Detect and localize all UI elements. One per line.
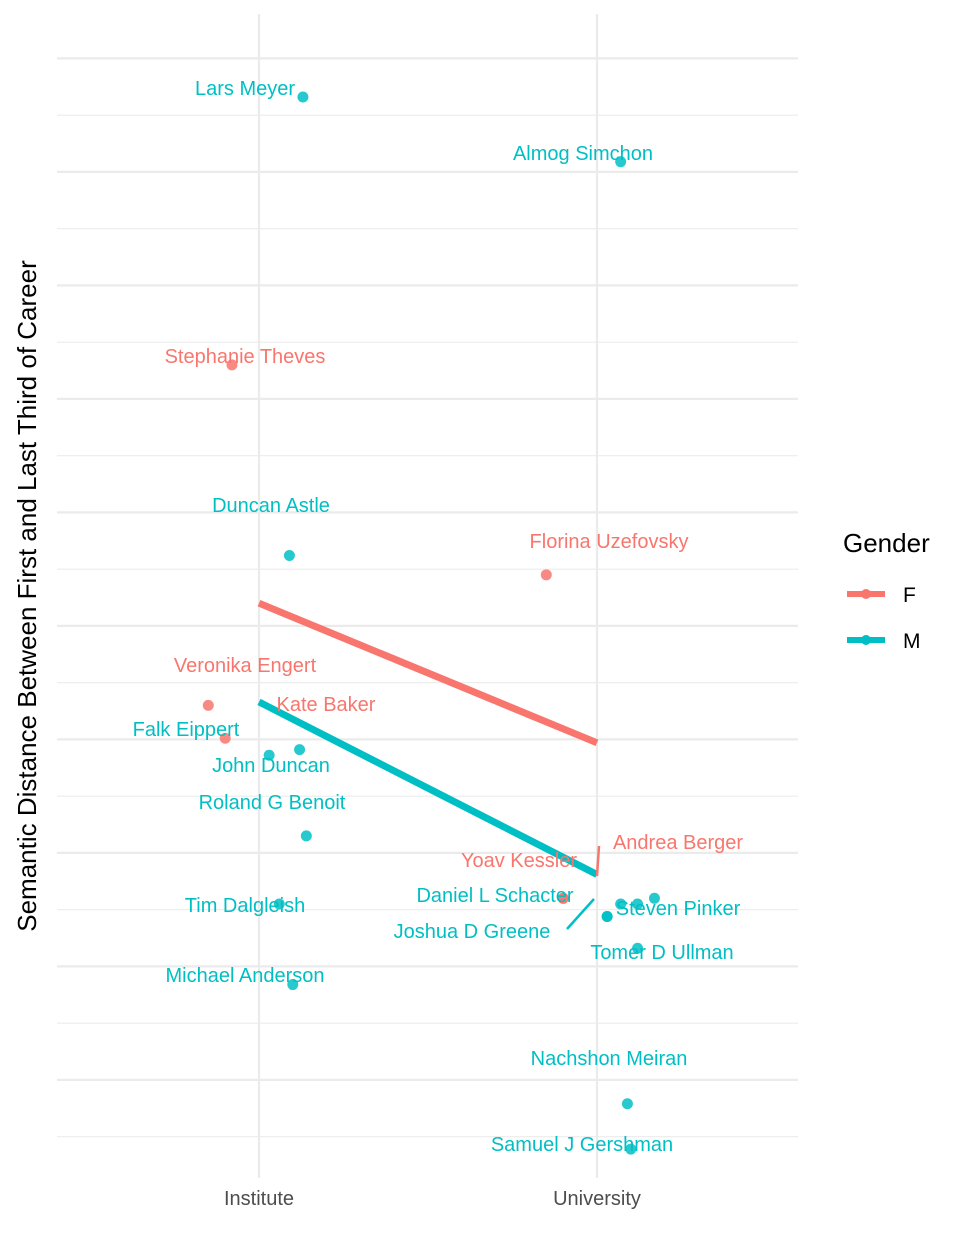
data-point	[615, 898, 627, 910]
point-label: Yoav Kessler	[461, 850, 577, 872]
data-point	[202, 699, 214, 711]
label-leader-line	[566, 898, 595, 930]
point-label: Duncan Astle	[212, 495, 330, 517]
data-points	[202, 91, 660, 1155]
data-point	[283, 550, 295, 562]
data-point	[226, 359, 238, 371]
label-leader-lines	[566, 845, 601, 930]
data-point	[648, 892, 660, 904]
legend-key-point	[861, 635, 871, 645]
data-point	[625, 1143, 637, 1155]
data-point	[557, 892, 569, 904]
legend-key-point	[861, 589, 871, 599]
data-point	[294, 744, 306, 756]
legend-label: F	[903, 584, 916, 607]
point-label: Joshua D Greene	[394, 921, 551, 943]
data-point	[287, 979, 299, 991]
data-point	[621, 1098, 633, 1110]
point-label: Steven Pinker	[616, 898, 741, 920]
grid-lines	[57, 14, 798, 1178]
point-label: Falk Eippert	[133, 719, 240, 741]
data-point	[615, 156, 627, 168]
point-label: Almog Simchon	[513, 143, 653, 165]
legend-title: Gender	[843, 528, 930, 558]
data-point	[263, 749, 275, 761]
point-label: Florina Uzefovsky	[530, 531, 689, 553]
point-label: Lars Meyer	[195, 78, 295, 100]
point-label: Samuel J Gershman	[491, 1134, 673, 1156]
y-axis-title: Semantic Distance Between First and Last…	[12, 260, 42, 932]
data-point	[219, 732, 231, 744]
trend-lines	[257, 599, 599, 878]
label-leader-line	[595, 845, 601, 877]
point-label: John Duncan	[212, 755, 330, 777]
x-tick-label: Institute	[224, 1188, 294, 1210]
data-point	[632, 942, 644, 954]
x-tick-label: University	[553, 1188, 641, 1210]
data-point	[297, 91, 309, 103]
point-labels: Stephanie Theves Veronika Engert Kate Bake…	[133, 78, 744, 1156]
data-point	[632, 898, 644, 910]
x-axis-tick-labels: Institute University	[224, 1188, 641, 1210]
legend: Gender FM	[843, 528, 930, 653]
point-label: Tomer D Ullman	[590, 942, 733, 964]
point-label: Kate Baker	[277, 694, 376, 716]
legend-label: M	[903, 630, 921, 653]
trend-line-F	[257, 599, 599, 747]
point-label: Michael Anderson	[166, 965, 325, 987]
data-point	[300, 830, 312, 842]
point-label: Roland G Benoit	[199, 792, 346, 814]
point-label: Veronika Engert	[174, 655, 317, 677]
point-label: Daniel L Schacter	[416, 885, 573, 907]
trend-line-M	[257, 698, 599, 878]
point-label: Andrea Berger	[613, 832, 743, 854]
point-label: Nachshon Meiran	[531, 1048, 688, 1070]
data-point	[273, 898, 285, 910]
data-point	[601, 910, 613, 922]
point-label: Tim Dalgleish	[185, 895, 305, 917]
point-label: Stephanie Theves	[165, 346, 326, 368]
data-point	[540, 569, 552, 581]
